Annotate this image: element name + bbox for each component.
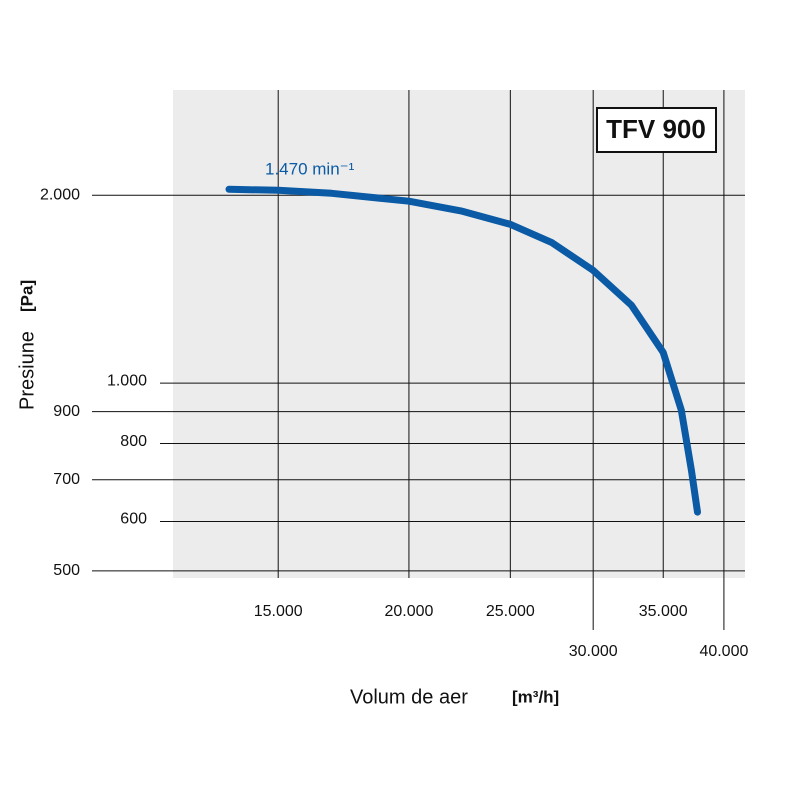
y-tick-label: 600 bbox=[120, 511, 147, 528]
x-tick-label: 30.000 bbox=[569, 643, 618, 660]
model-label: TFV 900 bbox=[606, 114, 706, 144]
x-tick-label: 25.000 bbox=[486, 603, 535, 620]
x-tick-label: 35.000 bbox=[639, 603, 688, 620]
y-tick-label: 500 bbox=[53, 562, 80, 579]
y-axis-label: Presiune bbox=[16, 331, 38, 410]
speed-annotation: 1.470 min⁻¹ bbox=[265, 159, 355, 178]
fan-curve bbox=[225, 185, 701, 516]
y-tick-label: 700 bbox=[53, 471, 80, 488]
y-tick-label: 800 bbox=[120, 433, 147, 450]
x-tick-label: 15.000 bbox=[254, 603, 303, 620]
y-tick-label: 1.000 bbox=[107, 372, 147, 389]
y-axis-unit: [Pa] bbox=[17, 280, 36, 312]
x-tick-label: 40.000 bbox=[699, 643, 748, 660]
y-tick-label: 2.000 bbox=[40, 187, 80, 204]
y-axis-title: Presiune [Pa] bbox=[16, 280, 38, 410]
x-axis-unit: [m³/h] bbox=[512, 687, 559, 706]
model-box bbox=[596, 107, 717, 153]
x-axis-label: Volum de aer bbox=[350, 686, 468, 708]
x-tick-label: 20.000 bbox=[384, 603, 433, 620]
y-tick-label: 900 bbox=[53, 403, 80, 420]
plot-area bbox=[173, 90, 745, 578]
